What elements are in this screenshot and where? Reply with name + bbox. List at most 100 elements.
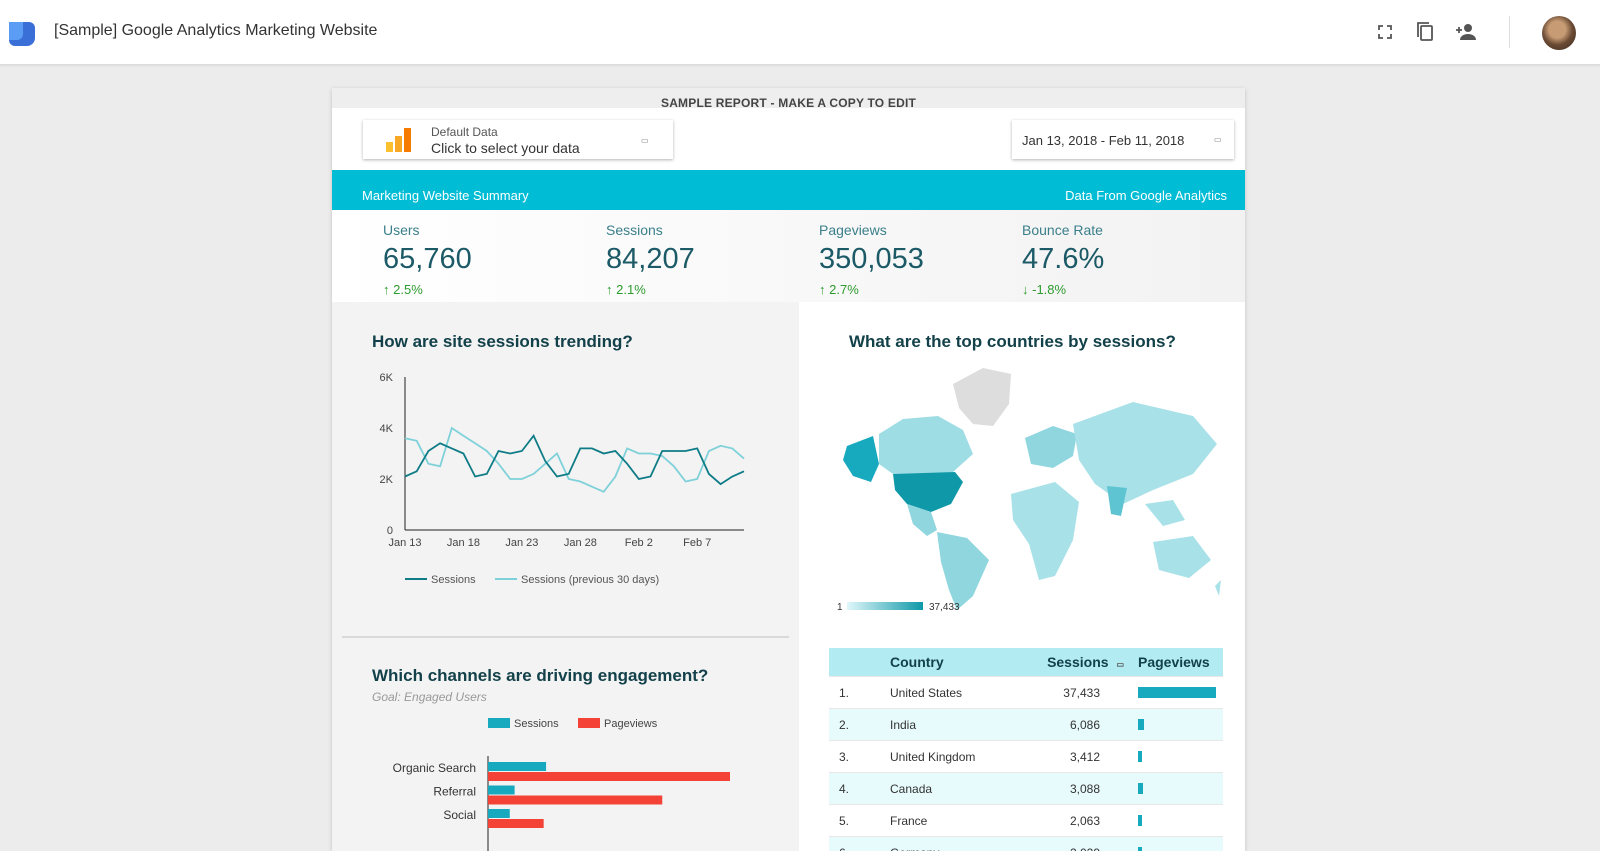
channels-bar-chart[interactable]: Sessions Pageviews Organic Search Referral S…	[362, 704, 782, 851]
map-region-alaska	[843, 436, 879, 482]
report-title[interactable]: [Sample] Google Analytics Marketing Webs…	[54, 22, 378, 39]
map-region-europe	[1025, 426, 1077, 468]
share-person-icon[interactable]	[1454, 20, 1478, 44]
arrow-up-icon: ↑	[383, 282, 390, 297]
pageviews-bar	[1138, 719, 1144, 730]
fullscreen-icon[interactable]	[1373, 20, 1397, 44]
category-label: Organic Search	[393, 761, 476, 775]
section-divider	[342, 636, 789, 638]
report-canvas: SAMPLE REPORT - MAKE A COPY TO EDIT Defa…	[332, 88, 1245, 851]
pageviews-bar	[1138, 815, 1142, 826]
country-table[interactable]: Country Sessions ▭ Pageviews 1. United St…	[829, 648, 1223, 851]
y-tick-label: 2K	[380, 474, 394, 486]
channels-subtitle: Goal: Engaged Users	[372, 690, 487, 704]
map-legend-min: 1	[837, 602, 843, 613]
y-tick-label: 4K	[380, 423, 394, 435]
kpi-label: Bounce Rate	[1022, 222, 1103, 238]
category-label: Social	[443, 808, 476, 822]
y-tick-label: 0	[387, 525, 393, 537]
rank-header	[829, 648, 889, 677]
dropdown-icon: ▭	[641, 136, 649, 145]
table-row[interactable]: 5. France 2,063	[829, 804, 1223, 837]
left-panel: How are site sessions trending? 0 2K 4K 6K J…	[332, 302, 799, 851]
legend-label: Pageviews	[604, 718, 658, 730]
data-control-value: Click to select your data	[431, 140, 580, 156]
rank-cell: 6.	[829, 836, 889, 851]
map-region-mexico	[907, 504, 937, 536]
arrow-up-icon: ↑	[819, 282, 826, 297]
world-geo-map[interactable]: 1 37,433	[833, 364, 1223, 614]
x-tick-label: Jan 28	[564, 537, 597, 549]
table-row[interactable]: 2. India 6,086	[829, 708, 1223, 741]
scorecard-pageviews[interactable]: Pageviews 350,053 ↑ 2.7%	[819, 222, 924, 297]
legend-label: Sessions	[431, 574, 476, 586]
pageviews-bar	[1138, 751, 1142, 762]
rank-cell: 4.	[829, 772, 889, 805]
map-region-greenland	[953, 368, 1011, 426]
table-row[interactable]: 6.Germany2,029	[829, 836, 1223, 851]
sample-banner: SAMPLE REPORT - MAKE A COPY TO EDIT	[332, 88, 1245, 110]
scorecard-bounce-rate[interactable]: Bounce Rate 47.6% ↓ -1.8%	[1022, 222, 1104, 297]
column-header-pageviews[interactable]: Pageviews	[1130, 648, 1223, 677]
toolbar-divider	[1509, 16, 1510, 48]
column-header-country[interactable]: Country	[889, 648, 1015, 677]
kpi-delta: 2.7%	[829, 282, 859, 297]
map-title: What are the top countries by sessions?	[849, 332, 1176, 351]
legend-label: Sessions	[514, 718, 559, 730]
bar-pageviews	[488, 819, 544, 828]
legend-swatch	[488, 718, 510, 728]
kpi-delta: 2.5%	[393, 282, 423, 297]
category-label: Referral	[433, 785, 476, 799]
sort-icon[interactable]: ▭	[1116, 660, 1124, 669]
kpi-delta: -1.8%	[1032, 282, 1067, 297]
map-region-united-states	[893, 472, 963, 512]
table-row[interactable]: 1. United States 37,433	[829, 676, 1223, 709]
kpi-value: 84,207	[606, 243, 695, 275]
map-legend-max: 37,433	[929, 602, 960, 613]
map-region-south-america	[937, 532, 989, 610]
table-header-row: Country Sessions ▭ Pageviews	[829, 648, 1223, 677]
scorecard-sessions[interactable]: Sessions 84,207 ↑ 2.1%	[606, 222, 695, 297]
country-cell: Germany	[889, 836, 1015, 851]
x-tick-label: Jan 23	[505, 537, 538, 549]
table-row[interactable]: 3. United Kingdom 3,412	[829, 740, 1223, 773]
legend-label: Sessions (previous 30 days)	[521, 574, 659, 586]
scorecard-users[interactable]: Users 65,760 ↑ 2.5%	[383, 222, 472, 297]
pageviews-bar-cell	[1130, 740, 1223, 773]
pageviews-bar-cell	[1130, 708, 1223, 741]
bar-sessions	[488, 809, 510, 818]
sessions-cell: 3,088	[1015, 772, 1130, 805]
column-header-sessions[interactable]: Sessions ▭	[1015, 648, 1130, 677]
map-legend-gradient	[847, 602, 923, 610]
date-range-selector[interactable]: Jan 13, 2018 - Feb 11, 2018 ▭	[1012, 120, 1234, 159]
rank-cell: 1.	[829, 676, 889, 709]
user-avatar[interactable]	[1542, 16, 1576, 50]
sessions-trend-chart[interactable]: 0 2K 4K 6K Jan 13 Jan 18 Jan 23 Jan 28 Feb 2 Feb …	[362, 362, 782, 602]
right-panel: What are the top countries by sessions?	[799, 302, 1245, 851]
sessions-cell: 2,029	[1015, 836, 1130, 851]
dropdown-icon: ▭	[1214, 135, 1222, 144]
kpi-label: Users	[383, 222, 420, 238]
data-control-label: Default Data	[431, 125, 498, 139]
sessions-cell: 37,433	[1015, 676, 1130, 709]
x-tick-label: Feb 2	[625, 537, 653, 549]
summary-header: Marketing Website Summary Data From Goog…	[332, 170, 1245, 210]
x-tick-label: Feb 7	[683, 537, 711, 549]
copy-icon[interactable]	[1413, 20, 1437, 44]
x-tick-label: Jan 13	[388, 537, 421, 549]
column-header-sessions-label: Sessions	[1047, 654, 1109, 670]
data-source-selector[interactable]: Default Data Click to select your data ▭	[363, 120, 673, 159]
data-studio-logo-icon[interactable]	[7, 20, 35, 46]
sessions-cell: 2,063	[1015, 804, 1130, 837]
trend-title: How are site sessions trending?	[372, 332, 633, 351]
map-region-canada	[879, 416, 973, 476]
x-tick-label: Jan 18	[447, 537, 480, 549]
pageviews-bar-cell	[1130, 836, 1223, 851]
date-range-value: Jan 13, 2018 - Feb 11, 2018	[1022, 133, 1185, 148]
table-row[interactable]: 4. Canada 3,088	[829, 772, 1223, 805]
bar-sessions	[488, 762, 547, 771]
country-cell: France	[889, 804, 1015, 837]
map-region-australia	[1153, 536, 1211, 578]
channels-title: Which channels are driving engagement?	[372, 666, 709, 685]
map-region-india	[1107, 486, 1127, 516]
